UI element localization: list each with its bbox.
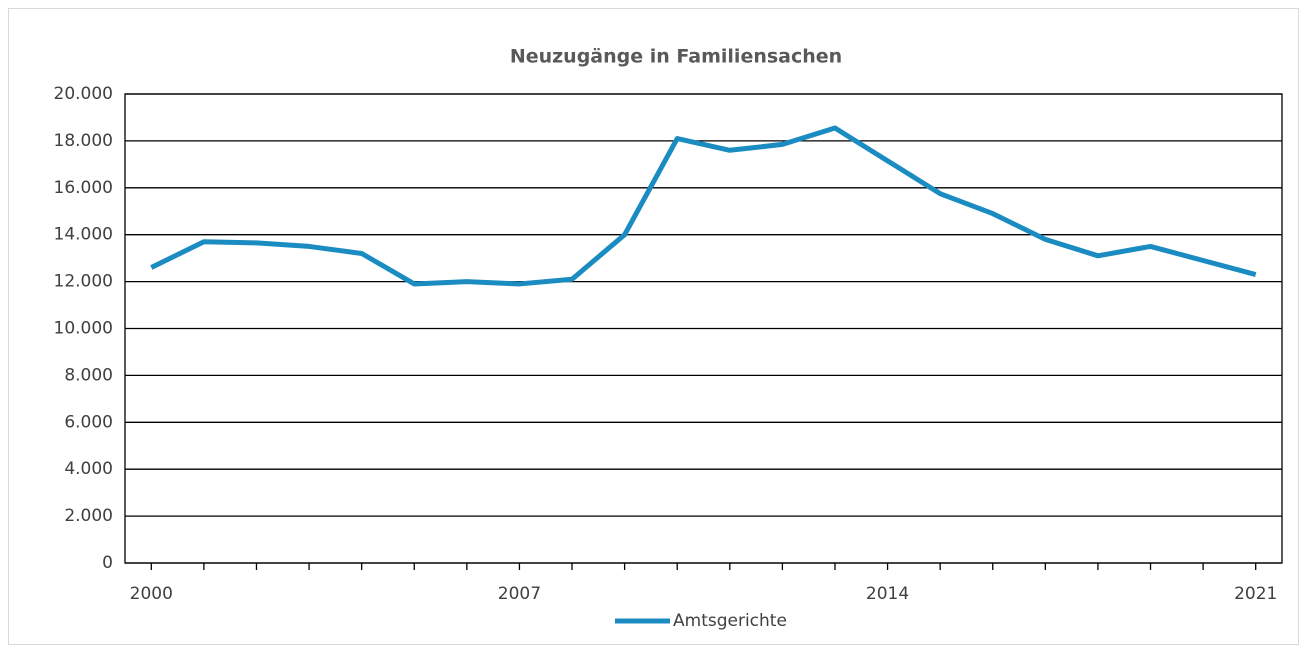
data-line: [150, 125, 1257, 287]
y-tick-label: 8.000: [64, 365, 113, 385]
y-tick-label: 10.000: [54, 319, 113, 339]
y-tick-label: 20.000: [54, 84, 113, 104]
chart-frame: [8, 8, 1299, 645]
y-tick-label: 14.000: [54, 225, 113, 245]
y-tick-label: 4.000: [64, 459, 113, 479]
y-tick-label: 0: [102, 553, 113, 573]
y-tick-label: 6.000: [64, 412, 113, 432]
x-tick-label: 2014: [866, 584, 909, 604]
x-tick-label: 2000: [130, 584, 173, 604]
y-tick-label: 16.000: [54, 178, 113, 198]
x-tick-label: 2021: [1234, 584, 1277, 604]
y-tick-label: 18.000: [54, 131, 113, 151]
y-tick-label: 12.000: [54, 272, 113, 292]
x-tick-label: 2007: [498, 584, 541, 604]
chart-title: Neuzugänge in Familiensachen: [510, 46, 842, 68]
plot-frame: [124, 93, 1283, 564]
y-tick-label: 2.000: [64, 506, 113, 526]
legend-label: Amtsgerichte: [673, 611, 787, 631]
